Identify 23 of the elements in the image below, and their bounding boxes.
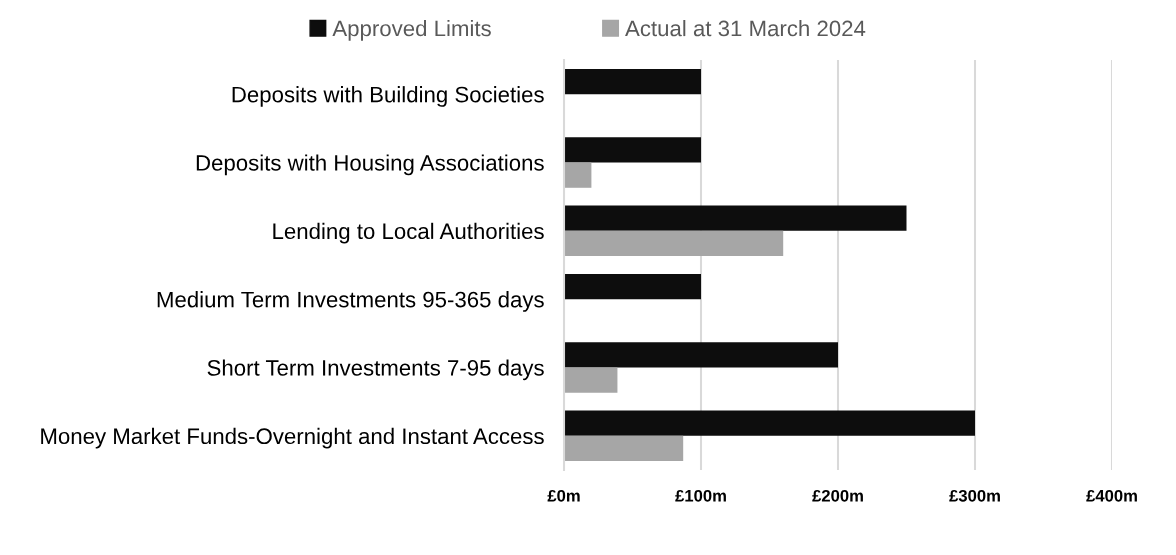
- bar: [564, 230, 784, 257]
- x-tick-label: £300m: [949, 489, 1000, 502]
- bar: [564, 162, 592, 188]
- y-tick-label: Short Term Investments 7-95 days: [207, 359, 544, 381]
- bar: [564, 68, 701, 95]
- x-tick-label: £400m: [1086, 489, 1137, 502]
- bar: [564, 410, 975, 436]
- legend-label: Actual at 31 March 2024: [625, 20, 866, 37]
- bar: [564, 435, 684, 462]
- x-tick-label: £100m: [675, 489, 726, 502]
- bar: [564, 367, 618, 393]
- bar: [564, 205, 907, 231]
- legend-label: Approved Limits: [332, 20, 491, 41]
- x-tick-label: £0m: [547, 489, 580, 502]
- y-tick-label: Deposits with Housing Associations: [196, 154, 544, 176]
- y-tick-label: Lending to Local Authorities: [273, 222, 544, 244]
- x-tick-label: £200m: [812, 489, 863, 502]
- y-tick-label: Money Market Funds-Overnight and Instant Access: [41, 427, 544, 449]
- bar: [564, 137, 701, 163]
- y-tick-label: Deposits with Building Societies: [232, 86, 544, 107]
- y-tick-label: Medium Term Investments 95-365 days: [157, 291, 544, 312]
- bar: [564, 273, 701, 300]
- bar: [564, 342, 838, 368]
